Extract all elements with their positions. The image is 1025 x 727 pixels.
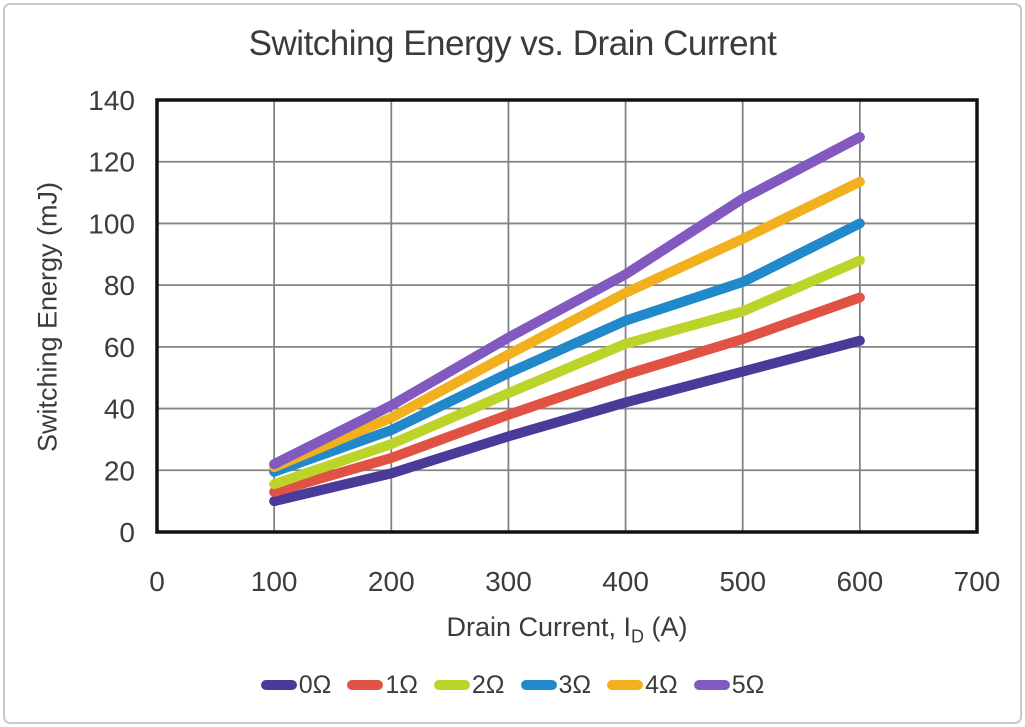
- legend-swatch: [347, 680, 384, 690]
- y-tick-label: 140: [88, 85, 135, 116]
- legend-label: 5Ω: [731, 670, 765, 699]
- x-axis-title-subscript: D: [631, 626, 645, 647]
- y-axis-title: Switching Energy (mJ): [32, 181, 63, 453]
- x-tick-label: 700: [954, 566, 1001, 597]
- series-line-0Ω: [269, 335, 865, 507]
- y-tick-label: 0: [119, 517, 135, 548]
- series-line-1Ω: [269, 292, 865, 497]
- series-line-3Ω: [269, 218, 865, 477]
- legend-item-5Ω: 5Ω: [693, 670, 765, 700]
- series-line-4Ω: [269, 176, 865, 473]
- x-tick-label: 600: [836, 566, 883, 597]
- x-tick-label: 200: [368, 566, 415, 597]
- x-tick-label: 400: [602, 566, 649, 597]
- plot-frame: [155, 98, 979, 534]
- legend-item-2Ω: 2Ω: [433, 670, 505, 700]
- x-tick-label: 0: [149, 566, 165, 597]
- y-tick-label: 100: [88, 208, 135, 239]
- y-tick-label: 80: [104, 270, 135, 301]
- legend-label: 2Ω: [471, 670, 505, 699]
- legend-label: 4Ω: [645, 670, 678, 699]
- legend-item-0Ω: 0Ω: [260, 670, 332, 700]
- x-axis-title: Drain Current, ID (A): [157, 612, 977, 647]
- legend-item-1Ω: 1Ω: [347, 671, 418, 700]
- chart-title: Switching Energy vs. Drain Current: [248, 24, 777, 63]
- legend-label: 3Ω: [558, 670, 592, 699]
- chart-figure: Switching Energy vs. Drain Current 0 100 2…: [3, 3, 1022, 724]
- legend-swatch: [260, 680, 297, 690]
- series-line-5Ω: [269, 132, 865, 470]
- legend-label: 1Ω: [385, 670, 418, 699]
- legend-item-3Ω: 3Ω: [520, 670, 592, 700]
- legend-swatch: [520, 680, 557, 690]
- y-tick-label: 120: [88, 147, 135, 178]
- y-tick-label: 60: [104, 332, 135, 363]
- x-tick-label: 300: [485, 566, 532, 597]
- legend-swatch: [693, 680, 730, 690]
- y-tick-label: 20: [104, 455, 135, 486]
- x-axis-title-suffix: (A): [644, 612, 688, 642]
- series-line-2Ω: [269, 255, 865, 490]
- x-tick-label: 100: [251, 566, 298, 597]
- legend-item-4Ω: 4Ω: [607, 671, 678, 700]
- legend-swatch: [607, 680, 644, 690]
- legend-swatch: [433, 680, 470, 690]
- legend: 0Ω 1Ω 2Ω 3Ω 4Ω 5Ω: [5, 667, 1020, 703]
- x-axis-title-text: Drain Current, I: [446, 612, 632, 642]
- legend-label: 0Ω: [298, 670, 332, 699]
- plot-canvas: 0 100 200 300 400 500 600 700 0 20 40 60 80 100 120 140: [88, 85, 1001, 597]
- x-tick-label: 500: [719, 566, 766, 597]
- y-tick-label: 40: [104, 394, 135, 425]
